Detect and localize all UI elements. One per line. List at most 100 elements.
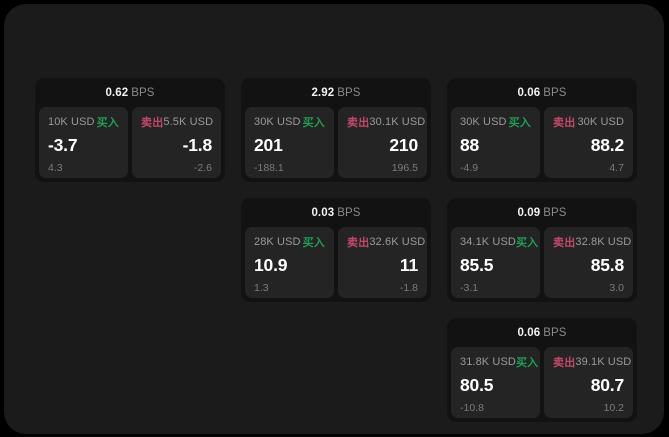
quote-card[interactable]: 0.06 BPS 30K USD 买入 88 -4.9 卖出 bbox=[447, 78, 637, 182]
buy-panel[interactable]: 34.1K USD 买入 85.5 -3.1 bbox=[451, 227, 540, 298]
buy-side-label: 买入 bbox=[96, 117, 119, 129]
buy-price: 85.5 bbox=[460, 255, 494, 275]
buy-panel-header: 10K USD 买入 bbox=[48, 115, 119, 129]
sell-price: 85.8 bbox=[590, 255, 624, 275]
buy-side-label: 买入 bbox=[508, 117, 531, 129]
card-body: 34.1K USD 买入 85.5 -3.1 卖出 32.8K USD 85.8… bbox=[451, 227, 633, 298]
buy-side-label: 买入 bbox=[515, 237, 539, 249]
sell-size-label: 30.1K USD bbox=[369, 116, 426, 128]
quote-column-1: 0.62 BPS 10K USD 买入 -3.7 4.3 卖出 bbox=[35, 78, 225, 198]
buy-size-label: 10K USD bbox=[48, 116, 95, 128]
sell-size-label: 39.1K USD bbox=[575, 356, 632, 368]
card-body: 31.8K USD 买入 80.5 -10.8 卖出 39.1K USD 80.… bbox=[451, 347, 633, 418]
sell-panel-header: 卖出 32.6K USD bbox=[347, 235, 425, 249]
sell-price: 88.2 bbox=[590, 135, 624, 155]
bps-unit-label: BPS bbox=[337, 207, 361, 219]
card-header: 0.06 BPS bbox=[451, 325, 633, 342]
buy-side-label: 买入 bbox=[302, 237, 325, 249]
sell-panel[interactable]: 卖出 5.5K USD -1.8 -2.6 bbox=[132, 107, 221, 178]
buy-side-label: 买入 bbox=[515, 357, 539, 369]
buy-delta: -10.8 bbox=[460, 402, 484, 414]
sell-panel[interactable]: 卖出 32.6K USD 11 -1.8 bbox=[338, 227, 427, 298]
buy-delta: 4.3 bbox=[48, 162, 63, 174]
card-body: 30K USD 买入 88 -4.9 卖出 30K USD 88.2 4.7 bbox=[451, 107, 633, 178]
sell-panel-header: 卖出 30.1K USD bbox=[347, 115, 425, 129]
bps-value: 0.03 bbox=[311, 207, 335, 219]
sell-side-label: 卖出 bbox=[347, 237, 370, 249]
quote-card[interactable]: 0.06 BPS 31.8K USD 买入 80.5 -10.8 卖出 bbox=[447, 318, 637, 422]
buy-panel-header: 28K USD 买入 bbox=[254, 235, 325, 249]
sell-panel-header: 卖出 30K USD bbox=[553, 115, 624, 129]
card-header: 0.03 BPS bbox=[245, 205, 427, 222]
sell-delta: 196.5 bbox=[391, 162, 418, 174]
card-body: 30K USD 买入 201 -188.1 卖出 30.1K USD 210 1… bbox=[245, 107, 427, 178]
sell-size-label: 32.8K USD bbox=[575, 236, 632, 248]
sell-side-label: 卖出 bbox=[553, 357, 576, 369]
bps-unit-label: BPS bbox=[337, 87, 361, 99]
buy-panel[interactable]: 28K USD 买入 10.9 1.3 bbox=[245, 227, 334, 298]
buy-price: 80.5 bbox=[460, 375, 494, 395]
card-header: 2.92 BPS bbox=[245, 85, 427, 102]
buy-size-label: 28K USD bbox=[254, 236, 301, 248]
sell-side-label: 卖出 bbox=[553, 237, 576, 249]
buy-size-label: 30K USD bbox=[254, 116, 301, 128]
sell-size-label: 30K USD bbox=[577, 116, 624, 128]
buy-price: 10.9 bbox=[254, 255, 288, 275]
sell-size-label: 32.6K USD bbox=[369, 236, 426, 248]
quote-card[interactable]: 0.09 BPS 34.1K USD 买入 85.5 -3.1 卖出 bbox=[447, 198, 637, 302]
card-header: 0.06 BPS bbox=[451, 85, 633, 102]
sell-price: 210 bbox=[389, 135, 418, 155]
bps-unit-label: BPS bbox=[543, 207, 567, 219]
sell-panel[interactable]: 卖出 39.1K USD 80.7 10.2 bbox=[544, 347, 633, 418]
buy-size-label: 30K USD bbox=[460, 116, 507, 128]
sell-price: 80.7 bbox=[590, 375, 624, 395]
sell-side-label: 卖出 bbox=[347, 117, 370, 129]
sell-panel[interactable]: 卖出 32.8K USD 85.8 3.0 bbox=[544, 227, 633, 298]
buy-panel-header: 31.8K USD 买入 bbox=[460, 355, 538, 369]
bps-unit-label: BPS bbox=[543, 87, 567, 99]
quote-card[interactable]: 0.62 BPS 10K USD 买入 -3.7 4.3 卖出 bbox=[35, 78, 225, 182]
sell-side-label: 卖出 bbox=[553, 117, 576, 129]
sell-price: -1.8 bbox=[182, 135, 213, 155]
sell-panel[interactable]: 卖出 30K USD 88.2 4.7 bbox=[544, 107, 633, 178]
buy-size-label: 34.1K USD bbox=[460, 236, 516, 248]
bps-value: 0.06 bbox=[517, 327, 541, 339]
quote-column-2: 2.92 BPS 30K USD 买入 201 -188.1 卖出 bbox=[241, 78, 431, 318]
buy-panel[interactable]: 10K USD 买入 -3.7 4.3 bbox=[39, 107, 128, 178]
card-body: 28K USD 买入 10.9 1.3 卖出 32.6K USD 11 -1.8 bbox=[245, 227, 427, 298]
buy-size-label: 31.8K USD bbox=[460, 356, 516, 368]
sell-delta: 3.0 bbox=[609, 282, 624, 294]
sell-delta: -1.8 bbox=[399, 282, 418, 294]
buy-price: 201 bbox=[254, 135, 283, 155]
card-body: 10K USD 买入 -3.7 4.3 卖出 5.5K USD -1.8 -2.… bbox=[39, 107, 221, 178]
bps-value: 0.06 bbox=[517, 87, 541, 99]
buy-delta: -3.1 bbox=[460, 282, 479, 294]
quote-card[interactable]: 0.03 BPS 28K USD 买入 10.9 1.3 卖出 bbox=[241, 198, 431, 302]
card-header: 0.62 BPS bbox=[39, 85, 221, 102]
buy-delta: -4.9 bbox=[460, 162, 479, 174]
bps-unit-label: BPS bbox=[543, 327, 567, 339]
buy-panel-header: 30K USD 买入 bbox=[460, 115, 531, 129]
buy-price: 88 bbox=[460, 135, 480, 155]
buy-delta: 1.3 bbox=[254, 282, 269, 294]
sell-panel[interactable]: 卖出 30.1K USD 210 196.5 bbox=[338, 107, 427, 178]
sell-panel-header: 卖出 5.5K USD bbox=[141, 115, 214, 129]
buy-panel[interactable]: 30K USD 买入 201 -188.1 bbox=[245, 107, 334, 178]
buy-delta: -188.1 bbox=[254, 162, 284, 174]
buy-panel[interactable]: 31.8K USD 买入 80.5 -10.8 bbox=[451, 347, 540, 418]
buy-price: -3.7 bbox=[48, 135, 78, 155]
quote-column-3: 0.06 BPS 30K USD 买入 88 -4.9 卖出 bbox=[447, 78, 637, 434]
sell-panel-header: 卖出 39.1K USD bbox=[553, 355, 631, 369]
bps-value: 2.92 bbox=[311, 87, 335, 99]
card-header: 0.09 BPS bbox=[451, 205, 633, 222]
quote-board-panel: 0.62 BPS 10K USD 买入 -3.7 4.3 卖出 bbox=[4, 4, 664, 434]
sell-delta: 4.7 bbox=[609, 162, 624, 174]
quote-card[interactable]: 2.92 BPS 30K USD 买入 201 -188.1 卖出 bbox=[241, 78, 431, 182]
buy-panel[interactable]: 30K USD 买入 88 -4.9 bbox=[451, 107, 540, 178]
bps-value: 0.09 bbox=[517, 207, 541, 219]
buy-panel-header: 30K USD 买入 bbox=[254, 115, 325, 129]
bps-value: 0.62 bbox=[105, 87, 129, 99]
sell-size-label: 5.5K USD bbox=[163, 116, 214, 128]
sell-delta: -2.6 bbox=[193, 162, 212, 174]
buy-panel-header: 34.1K USD 买入 bbox=[460, 235, 538, 249]
